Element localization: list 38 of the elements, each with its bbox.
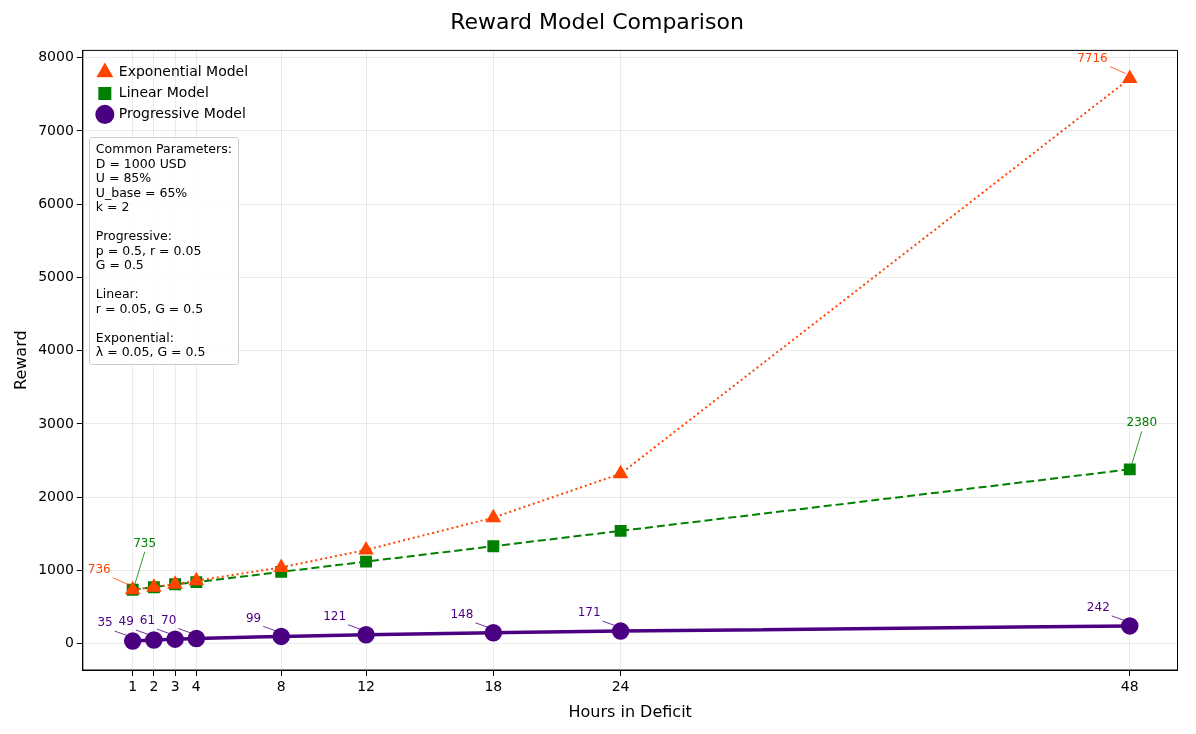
y-tick-label: 1000: [38, 561, 74, 578]
y-tick-label: 5000: [38, 268, 74, 285]
x-tick-label: 12: [357, 678, 375, 695]
data-label: 2380: [1126, 415, 1158, 430]
data-label: 49: [118, 614, 134, 629]
data-label: 7716: [1077, 50, 1108, 65]
legend-label: Progressive Model: [118, 105, 246, 122]
data-label: 735: [133, 535, 157, 550]
x-tick-label: 4: [191, 678, 201, 695]
y-tick-label: 0: [64, 634, 74, 651]
y-tick-label: 3000: [38, 414, 74, 431]
y-tick-label: 7000: [38, 121, 74, 138]
text: Common Parameters: D = 1000 USD U = 85% U_base = 65% k = 2 Progressive: p = 0.5, r = 0.05 G = 0.5 Linear: r = 0.05, G = 0.5 Exponential: λ = 0.05, G = 0.5: [95, 141, 232, 360]
y-axis-title: Reward: [10, 330, 30, 390]
data-label: 171: [577, 605, 601, 620]
data-label: 736: [87, 561, 111, 576]
data-label: 35: [97, 615, 113, 630]
chart-title: Reward Model Comparison: [450, 8, 744, 34]
y-tick-label: 4000: [38, 341, 74, 358]
legend-label: Linear Model: [118, 84, 209, 101]
x-tick-label: 2: [149, 678, 159, 695]
data-label: 242: [1086, 600, 1110, 615]
x-tick-label: 1: [128, 678, 138, 695]
x-axis-title: Hours in Deficit: [568, 701, 692, 721]
data-label: 121: [323, 608, 347, 623]
y-tick-label: 8000: [38, 48, 74, 65]
x-tick-label: 8: [276, 678, 286, 695]
data-label: 70: [161, 612, 177, 627]
x-tick-label: 18: [484, 678, 503, 695]
y-tick-label: 2000: [38, 487, 74, 504]
y-tick-label: 6000: [38, 194, 74, 211]
x-tick-label: 48: [1120, 678, 1139, 695]
legend-label: Exponential Model: [118, 63, 249, 80]
data-label: 61: [139, 613, 156, 628]
x-tick-label: 24: [611, 678, 630, 695]
x-tick-label: 3: [170, 678, 180, 695]
data-label: 148: [450, 606, 474, 621]
data-label: 99: [245, 610, 262, 625]
